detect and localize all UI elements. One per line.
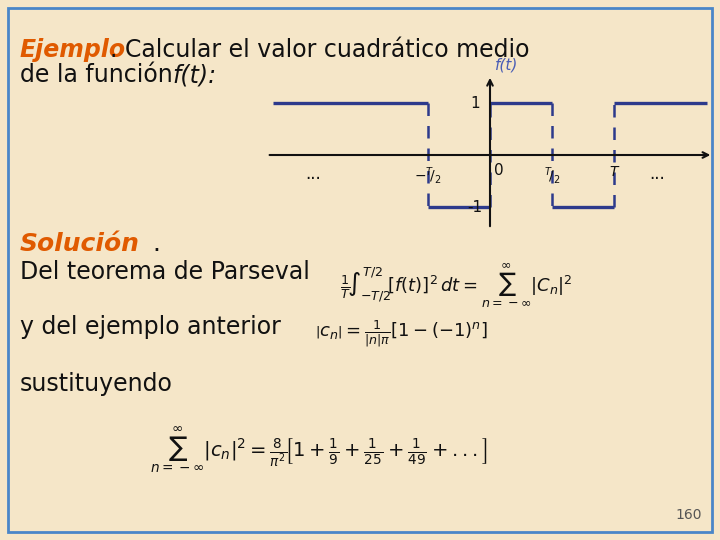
- Text: $\sum_{n=-\infty}^{\infty}|c_n|^2 = \frac{8}{\pi^2}\!\left[1+\frac{1}{9}+\frac{1: $\sum_{n=-\infty}^{\infty}|c_n|^2 = \fra…: [150, 424, 487, 476]
- Text: . Calcular el valor cuadrático medio: . Calcular el valor cuadrático medio: [110, 38, 529, 62]
- Text: 160: 160: [675, 508, 702, 522]
- Text: 1: 1: [470, 96, 480, 111]
- Text: T: T: [610, 165, 618, 179]
- Text: $-^T\!/_2$: $-^T\!/_2$: [414, 165, 442, 186]
- Text: ...: ...: [305, 165, 321, 183]
- Text: .: .: [152, 232, 160, 256]
- Text: $^T\!/_2$: $^T\!/_2$: [544, 165, 560, 186]
- Text: f(t): f(t): [495, 58, 518, 73]
- Text: y del ejemplo anterior: y del ejemplo anterior: [20, 315, 281, 339]
- Text: 0: 0: [494, 163, 503, 178]
- Text: $\left|c_n\right| = \frac{1}{|n|\pi}\left[1-(-1)^n\right]$: $\left|c_n\right| = \frac{1}{|n|\pi}\lef…: [315, 318, 488, 349]
- Text: f(t):: f(t):: [172, 63, 216, 87]
- Text: Ejemplo: Ejemplo: [20, 38, 126, 62]
- Text: -1: -1: [467, 199, 482, 214]
- Text: ...: ...: [649, 165, 665, 183]
- Text: de la función: de la función: [20, 63, 180, 87]
- Text: $\frac{1}{T}\!\int_{-T/2}^{T/2}\![f(t)]^2\,dt = \sum_{n=-\infty}^{\infty}|C_n|^2: $\frac{1}{T}\!\int_{-T/2}^{T/2}\![f(t)]^…: [340, 262, 572, 310]
- Text: Solución: Solución: [20, 232, 140, 256]
- Text: Del teorema de Parseval: Del teorema de Parseval: [20, 260, 310, 284]
- Text: sustituyendo: sustituyendo: [20, 372, 173, 396]
